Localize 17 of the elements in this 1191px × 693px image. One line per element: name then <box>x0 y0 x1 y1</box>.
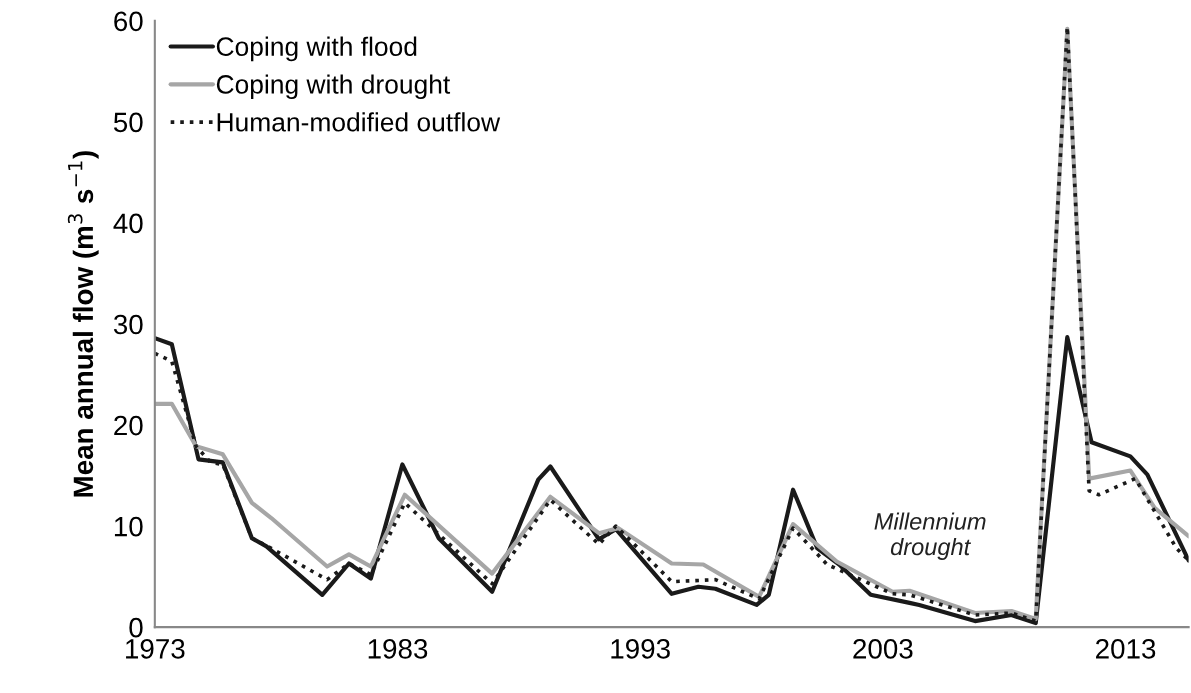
y-tick-label: 50 <box>113 112 143 133</box>
y-tick-label: 40 <box>113 213 143 234</box>
legend-label: Human-modified outflow <box>217 112 501 132</box>
y-axis-title: Mean annual flow (m$^{3}$ s$^{−1}$) <box>67 151 99 497</box>
x-tick-label: 1973 <box>126 639 185 659</box>
legend-label: Coping with flood <box>216 36 417 62</box>
x-tick-label: 2013 <box>1096 639 1156 659</box>
annotation: Millennium drought <box>874 512 986 560</box>
y-tick-label: 60 <box>114 11 143 32</box>
y-tick-label: 30 <box>113 314 143 335</box>
legend-label: Coping with drought <box>216 74 451 100</box>
x-tick-label: 2003 <box>853 639 913 659</box>
x-tick-label: 1983 <box>368 639 428 659</box>
y-tick-label: 0 <box>129 617 143 638</box>
y-tick-label: 20 <box>114 415 143 436</box>
y-tick-label: 10 <box>114 516 143 537</box>
x-tick-label: 1993 <box>611 639 670 659</box>
